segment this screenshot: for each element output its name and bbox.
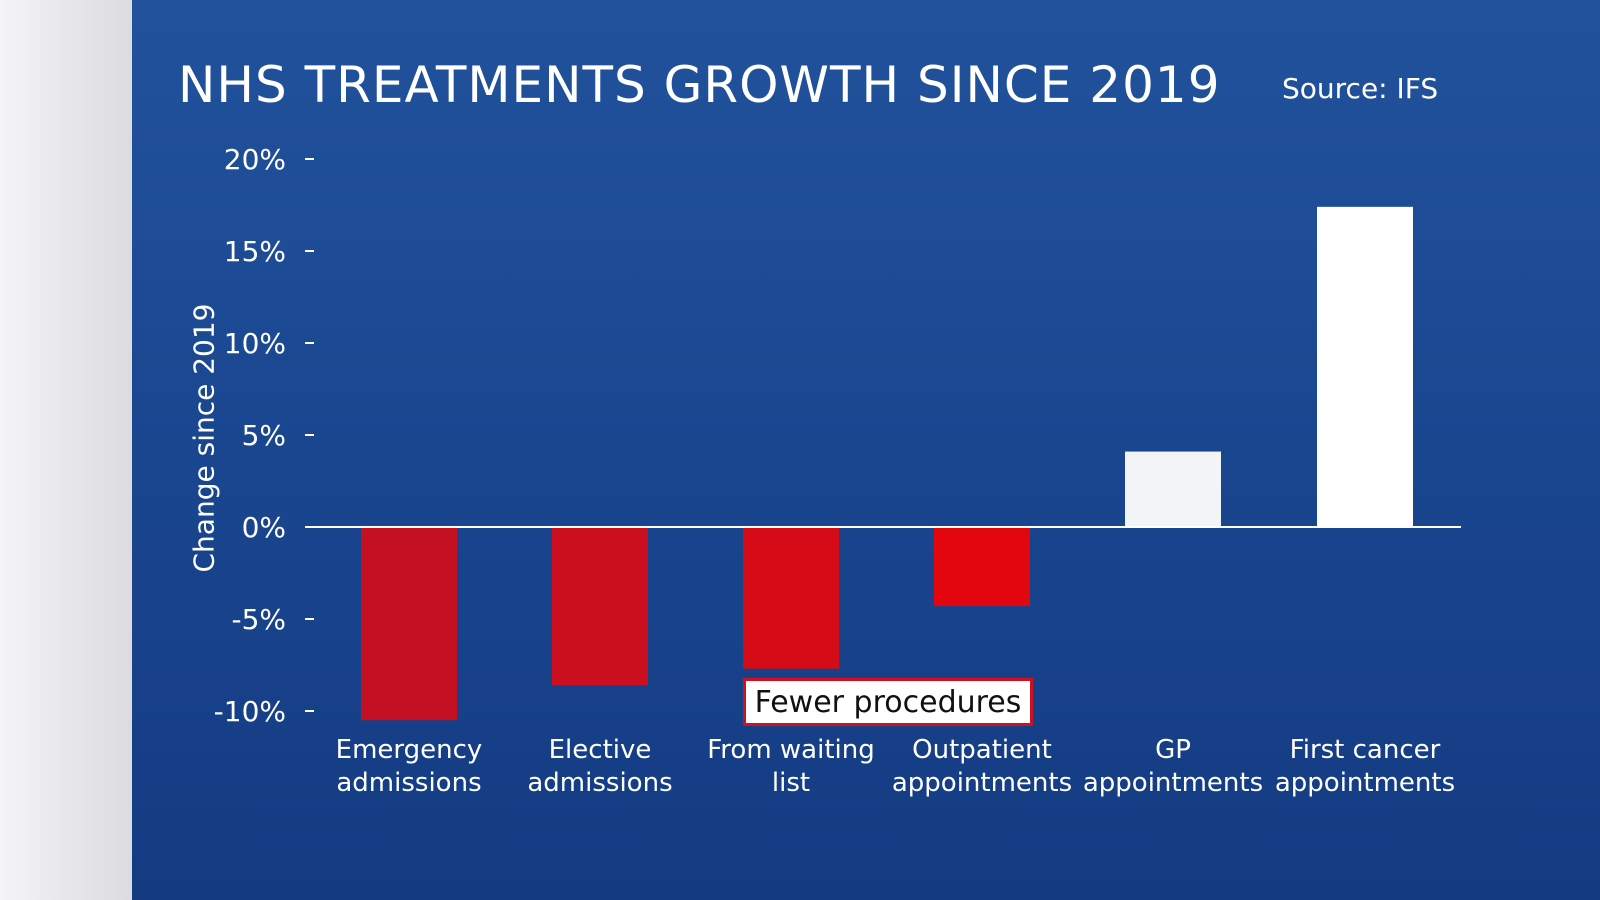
- bar-5: [1317, 206, 1413, 527]
- y-tick-label: -10%: [214, 695, 286, 728]
- left-margin: [0, 0, 132, 900]
- category-label: appointments: [1083, 768, 1263, 798]
- chart-title: NHS TREATMENTS GROWTH SINCE 2019: [178, 56, 1221, 114]
- y-tick-label: 15%: [224, 235, 286, 268]
- category-label: list: [772, 768, 810, 798]
- category-label: Elective: [549, 735, 652, 765]
- category-label: Outpatient: [912, 735, 1052, 765]
- bar-1: [552, 527, 648, 686]
- category-label: admissions: [336, 768, 481, 798]
- y-tick-label: -5%: [231, 603, 286, 636]
- bar-0: [361, 527, 457, 721]
- y-tick-label: 5%: [242, 419, 286, 452]
- category-label: admissions: [527, 768, 672, 798]
- category-label: appointments: [892, 768, 1072, 798]
- category-label: First cancer: [1290, 735, 1441, 765]
- bar-3: [934, 527, 1030, 607]
- bar-4: [1125, 451, 1221, 527]
- y-tick-label: 20%: [224, 143, 286, 176]
- y-tick-label: 10%: [224, 327, 286, 360]
- category-label: appointments: [1275, 768, 1455, 798]
- y-tick-label: 0%: [242, 511, 286, 544]
- chart-source: Source: IFS: [1282, 72, 1439, 105]
- category-label: From waiting: [707, 735, 875, 765]
- category-label: Emergency: [336, 735, 483, 765]
- category-label: GP: [1155, 735, 1191, 765]
- bar-2: [743, 527, 839, 669]
- annotation-fewer-procedures: Fewer procedures: [743, 678, 1033, 726]
